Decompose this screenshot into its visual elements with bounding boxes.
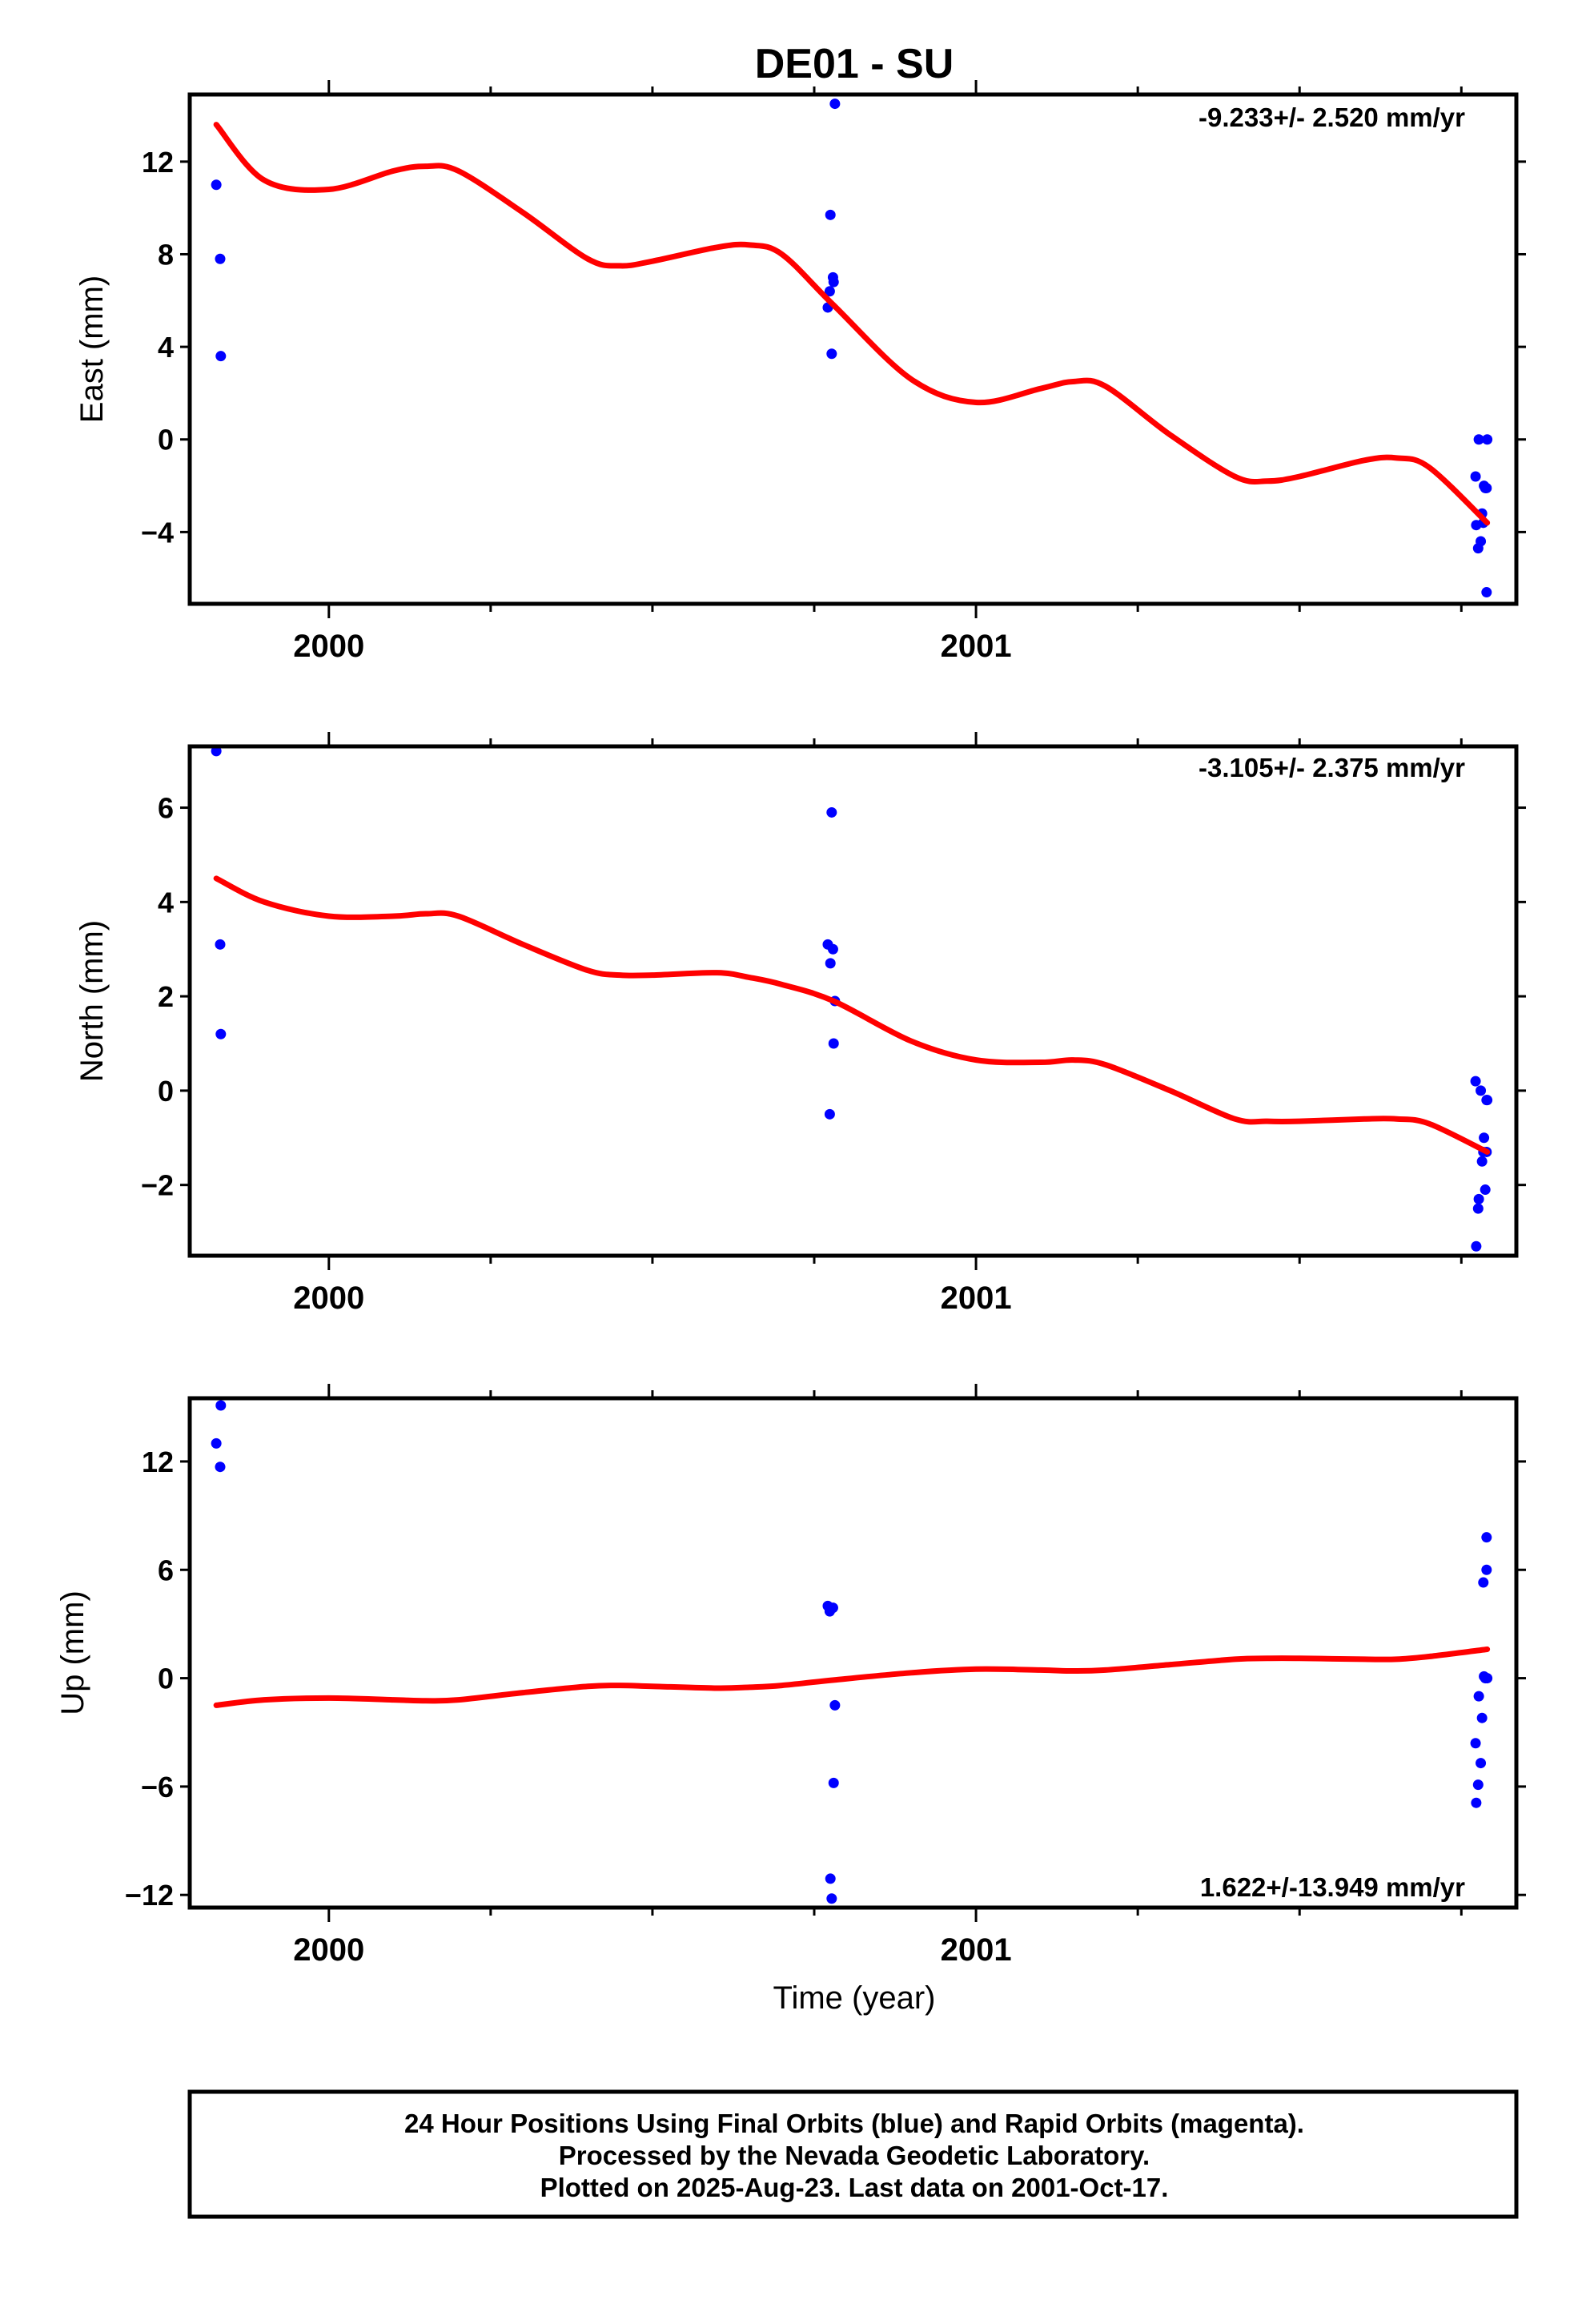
north-data-point — [215, 939, 226, 950]
east-ytick-label: 8 — [158, 238, 174, 271]
footer-line-1: 24 Hour Positions Using Final Orbits (bl… — [404, 2109, 1304, 2138]
east-data-point — [215, 351, 227, 362]
east-ytick-label: −4 — [141, 516, 174, 549]
north-data-point — [825, 958, 836, 969]
north-ytick-label: 2 — [158, 980, 174, 1013]
up-data-point — [827, 1602, 838, 1614]
north-data-point — [1479, 1132, 1490, 1144]
figure-title: DE01 - SU — [755, 41, 954, 87]
up-fit-line — [213, 1646, 1491, 1708]
north-data-point — [1472, 1203, 1484, 1214]
north-data-point — [211, 746, 222, 757]
footer-box: 24 Hour Positions Using Final Orbits (bl… — [187, 2089, 1519, 2219]
north-plot-frame — [187, 744, 1519, 1258]
north-data-point — [1471, 1240, 1482, 1252]
north-data-point — [215, 1028, 227, 1039]
up-ytick-label: 12 — [142, 1445, 174, 1478]
north-rate-label: -3.105+/- 2.375 mm/yr — [1199, 753, 1465, 782]
up-rate-label: 1.622+/-13.949 mm/yr — [1200, 1872, 1465, 1902]
up-data-point — [828, 1777, 839, 1788]
east-data-point — [215, 253, 226, 264]
east-ytick-label: 4 — [158, 331, 174, 364]
up-ytick-label: 0 — [158, 1663, 174, 1695]
east-xtick-label: 2001 — [941, 629, 1012, 664]
north-xtick-label: 2001 — [941, 1281, 1012, 1316]
east-ytick-label: 0 — [158, 424, 174, 456]
east-xtick-label: 2000 — [293, 629, 364, 664]
east-fit-line — [213, 122, 1491, 526]
north-ytick-label: 0 — [158, 1075, 174, 1108]
up-data-point — [1476, 1712, 1488, 1723]
up-y-axis-label: Up (mm) — [55, 1590, 90, 1715]
x-axis-label: Time (year) — [773, 1980, 936, 2016]
north-data-point — [1476, 1156, 1488, 1167]
up-data-point — [1481, 1532, 1492, 1543]
east-plot-frame — [187, 92, 1519, 606]
north-data-point — [1473, 1193, 1484, 1204]
north-data-marks: −2 0 2 4 6 2000 2001 — [141, 732, 1526, 1316]
north-data-point — [824, 1108, 835, 1120]
east-y-axis-label: East (mm) — [74, 275, 110, 423]
east-data-point — [211, 179, 222, 191]
east-data-point — [825, 209, 836, 220]
north-fit-line — [213, 875, 1491, 1155]
north-data-point — [1480, 1184, 1491, 1196]
up-data-point — [1471, 1797, 1482, 1808]
up-ytick-label: 6 — [158, 1554, 174, 1586]
east-panel: −4 0 4 8 12 2000 2001 East (mm) -9.233+/- 2.52… — [74, 80, 1526, 664]
up-data-point — [826, 1893, 837, 1904]
east-data-point — [829, 99, 841, 110]
up-data-point — [1473, 1691, 1484, 1702]
up-data-point — [211, 1437, 222, 1449]
north-y-axis-label: North (mm) — [74, 920, 110, 1082]
north-ytick-label: −2 — [141, 1169, 174, 1202]
east-ytick-label: 12 — [142, 146, 174, 179]
footer-line-3: Plotted on 2025-Aug-23. Last data on 200… — [540, 2173, 1169, 2202]
up-panel: −12 −6 0 6 12 2000 2001 Up (mm) 1.622+/-13.949… — [55, 1384, 1526, 1968]
up-data-point — [1482, 1673, 1493, 1684]
up-ytick-label: −6 — [141, 1771, 174, 1803]
north-ytick-label: 6 — [158, 792, 174, 825]
east-rate-label: -9.233+/- 2.520 mm/yr — [1199, 103, 1465, 132]
east-data-point — [1481, 587, 1492, 598]
east-data-point — [824, 286, 835, 297]
up-data-point — [1481, 1564, 1492, 1575]
up-data-point — [1476, 1758, 1487, 1769]
north-panel: −2 0 2 4 6 2000 2001 North (mm) -3.105+/- 2.37… — [74, 732, 1526, 1316]
north-data-point — [827, 943, 838, 955]
footer-line-2: Processed by the Nevada Geodetic Laborat… — [559, 2141, 1150, 2170]
north-data-point — [828, 1038, 839, 1049]
up-xtick-label: 2001 — [941, 1932, 1012, 1968]
east-data-marks: −4 0 4 8 12 2000 2001 — [141, 80, 1526, 664]
east-data-point — [1482, 434, 1493, 445]
up-data-point — [1478, 1577, 1489, 1588]
north-data-point — [1476, 1085, 1487, 1096]
up-data-point — [215, 1462, 226, 1473]
north-xtick-label: 2000 — [293, 1281, 364, 1316]
east-data-point — [1476, 536, 1487, 547]
east-data-point — [1481, 482, 1492, 493]
east-data-point — [828, 276, 839, 287]
north-ytick-label: 4 — [158, 886, 174, 919]
north-data-point — [826, 806, 837, 818]
up-data-point — [829, 1699, 841, 1711]
up-xtick-label: 2000 — [293, 1932, 364, 1968]
up-data-point — [1470, 1738, 1481, 1749]
up-data-point — [825, 1873, 836, 1884]
up-ytick-label: −12 — [125, 1879, 174, 1912]
up-plot-frame — [187, 1396, 1519, 1910]
east-data-point — [826, 348, 837, 360]
east-data-point — [1470, 471, 1481, 482]
footer-frame — [187, 2089, 1519, 2219]
north-data-point — [1470, 1076, 1481, 1087]
east-data-point — [1473, 434, 1484, 445]
up-data-point — [215, 1400, 227, 1411]
up-data-point — [1472, 1779, 1484, 1791]
north-data-point — [1482, 1095, 1493, 1106]
